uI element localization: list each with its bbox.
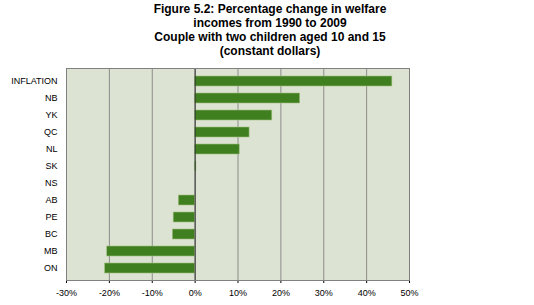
svg-text:MB: MB: [44, 246, 58, 256]
svg-text:PE: PE: [45, 212, 57, 222]
svg-text:20%: 20%: [272, 288, 290, 298]
svg-text:QC: QC: [44, 127, 58, 137]
svg-text:INFLATION: INFLATION: [11, 76, 57, 86]
svg-text:NS: NS: [45, 178, 58, 188]
svg-text:BC: BC: [45, 229, 58, 239]
svg-text:10%: 10%: [229, 288, 247, 298]
svg-text:0%: 0%: [189, 288, 202, 298]
svg-text:50%: 50%: [400, 288, 418, 298]
svg-text:NL: NL: [46, 144, 58, 154]
svg-text:-20%: -20%: [99, 288, 120, 298]
html-text:Figure 5.2: Percentage change: Figure 5.2: Percentage change in welfare…: [153, 2, 387, 30]
svg-text:30%: 30%: [315, 288, 333, 298]
svg-text:AB: AB: [45, 195, 57, 205]
svg-text:-30%: -30%: [56, 288, 77, 298]
svg-text:YK: YK: [45, 110, 57, 120]
svg-text:NB: NB: [45, 93, 58, 103]
svg-text:ON: ON: [44, 263, 58, 273]
svg-text:SK: SK: [45, 161, 57, 171]
svg-text:40%: 40%: [358, 288, 376, 298]
svg-text:-10%: -10%: [142, 288, 163, 298]
html-text:Couple with two children aged: Couple with two children aged 10 and 15 …: [154, 30, 386, 58]
